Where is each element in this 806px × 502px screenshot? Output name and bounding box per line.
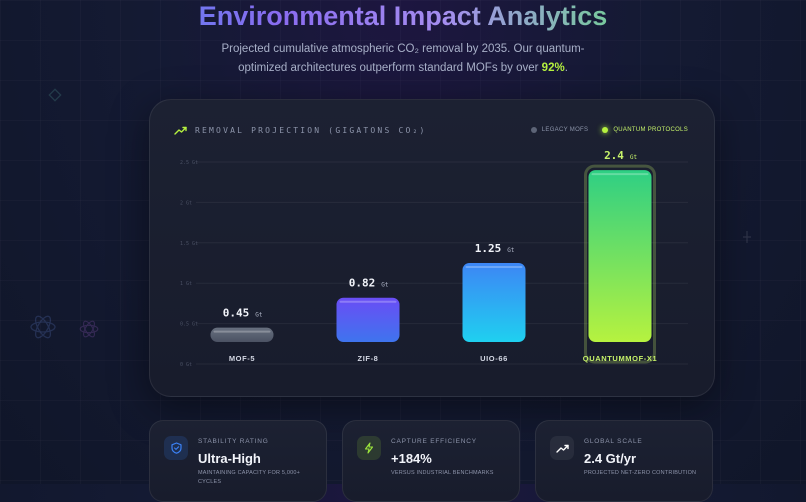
- bar: [588, 170, 652, 342]
- chart-card: REMOVAL PROJECTION (GIGATONS CO₂) LEGACY…: [149, 99, 715, 397]
- y-tick-label: 2.5 Gt: [180, 160, 198, 166]
- y-tick-label: 1.5 Gt: [180, 241, 198, 247]
- stat-value: +184%: [391, 451, 432, 466]
- stat-icon-box: [550, 436, 574, 460]
- bar-chart: 0 Gt 0.5 Gt 1 Gt 1.5 Gt 2 Gt 2.5 Gt 0.45 Gt MOF-…: [180, 149, 688, 368]
- subtitle-highlight: 92%: [541, 62, 565, 74]
- data-label: 0.45: [223, 307, 250, 320]
- subtitle-end: .: [564, 62, 568, 74]
- bar: [210, 327, 274, 342]
- legend-label-quantum: QUANTUM PROTOCOLS: [613, 127, 688, 133]
- data-label-unit: Gt: [507, 247, 515, 254]
- data-label-unit: Gt: [630, 154, 638, 161]
- stat-description: VERSUS INDUSTRIAL BENCHMARKS: [391, 470, 494, 476]
- subtitle-text: Projected cumulative atmospheric CO₂ rem…: [221, 43, 585, 74]
- stat-label: STABILITY RATING: [198, 438, 269, 445]
- stat-description: MAINTAINING CAPACITY FOR 5,000+ CYCLES: [198, 470, 301, 485]
- legend-dot-legacy: [530, 127, 537, 133]
- x-tick-label: MOF-5: [229, 354, 255, 363]
- x-tick-label: QUANTUMMOF-X1: [583, 354, 657, 363]
- data-label-unit: Gt: [381, 282, 389, 289]
- y-tick-label: 0.5 Gt: [180, 322, 198, 328]
- bar-highlight: [213, 330, 271, 333]
- legend-dot-quantum: [602, 127, 609, 133]
- data-label: 1.25: [475, 242, 502, 255]
- lightning-icon: [364, 442, 374, 454]
- y-tick-label: 2 Gt: [180, 200, 192, 206]
- x-tick-label: ZIF-8: [358, 354, 379, 363]
- data-label: 2.4: [604, 149, 624, 162]
- stat-card-efficiency: CAPTURE EFFICIENCY +184% VERSUS INDUSTRI…: [342, 420, 520, 502]
- plus-icon: [743, 231, 751, 243]
- stat-card-global: GLOBAL SCALE 2.4 Gt/yr PROJECTED NET-ZER…: [535, 420, 713, 502]
- trending-up-icon: [174, 126, 187, 135]
- stat-label: GLOBAL SCALE: [584, 438, 643, 445]
- legend-item-quantum[interactable]: QUANTUM PROTOCOLS: [602, 127, 688, 133]
- bar-highlight: [591, 173, 649, 176]
- x-tick-label: UIO-66: [480, 354, 508, 363]
- atom-icon: [30, 315, 56, 339]
- stat-value: 2.4 Gt/yr: [584, 451, 637, 466]
- data-label-unit: Gt: [255, 312, 263, 319]
- chart-title: REMOVAL PROJECTION (GIGATONS CO₂): [195, 126, 427, 135]
- trending-up-icon: [555, 444, 569, 453]
- stat-icon-box: [164, 436, 188, 460]
- chart-header: REMOVAL PROJECTION (GIGATONS CO₂): [174, 126, 427, 135]
- legend-item-legacy[interactable]: LEGACY MOFS: [530, 127, 589, 133]
- page-subtitle: Projected cumulative atmospheric CO₂ rem…: [200, 40, 606, 78]
- stat-icon-box: [357, 436, 381, 460]
- y-tick-label: 1 Gt: [180, 281, 192, 287]
- page-title: Environmental Impact Analytics: [0, 0, 806, 32]
- atom-icon: [79, 320, 99, 338]
- bar-glow: [584, 164, 656, 364]
- stat-card-stability: STABILITY RATING Ultra-High MAINTAINING …: [149, 420, 327, 502]
- bar-highlight: [339, 300, 397, 303]
- shield-icon: [170, 442, 182, 454]
- y-tick-label: 0 Gt: [180, 362, 192, 368]
- stat-label: CAPTURE EFFICIENCY: [391, 438, 477, 445]
- chart-legend: LEGACY MOFS QUANTUM PROTOCOLS: [530, 127, 688, 133]
- legend-label-legacy: LEGACY MOFS: [541, 127, 589, 133]
- bar-highlight: [465, 266, 523, 268]
- data-label: 0.82: [349, 277, 376, 290]
- bar: [336, 297, 400, 342]
- stat-value: Ultra-High: [198, 451, 261, 466]
- diamond-icon: [48, 88, 62, 102]
- stat-description: PROJECTED NET-ZERO CONTRIBUTION: [584, 470, 697, 476]
- bar: [462, 263, 526, 342]
